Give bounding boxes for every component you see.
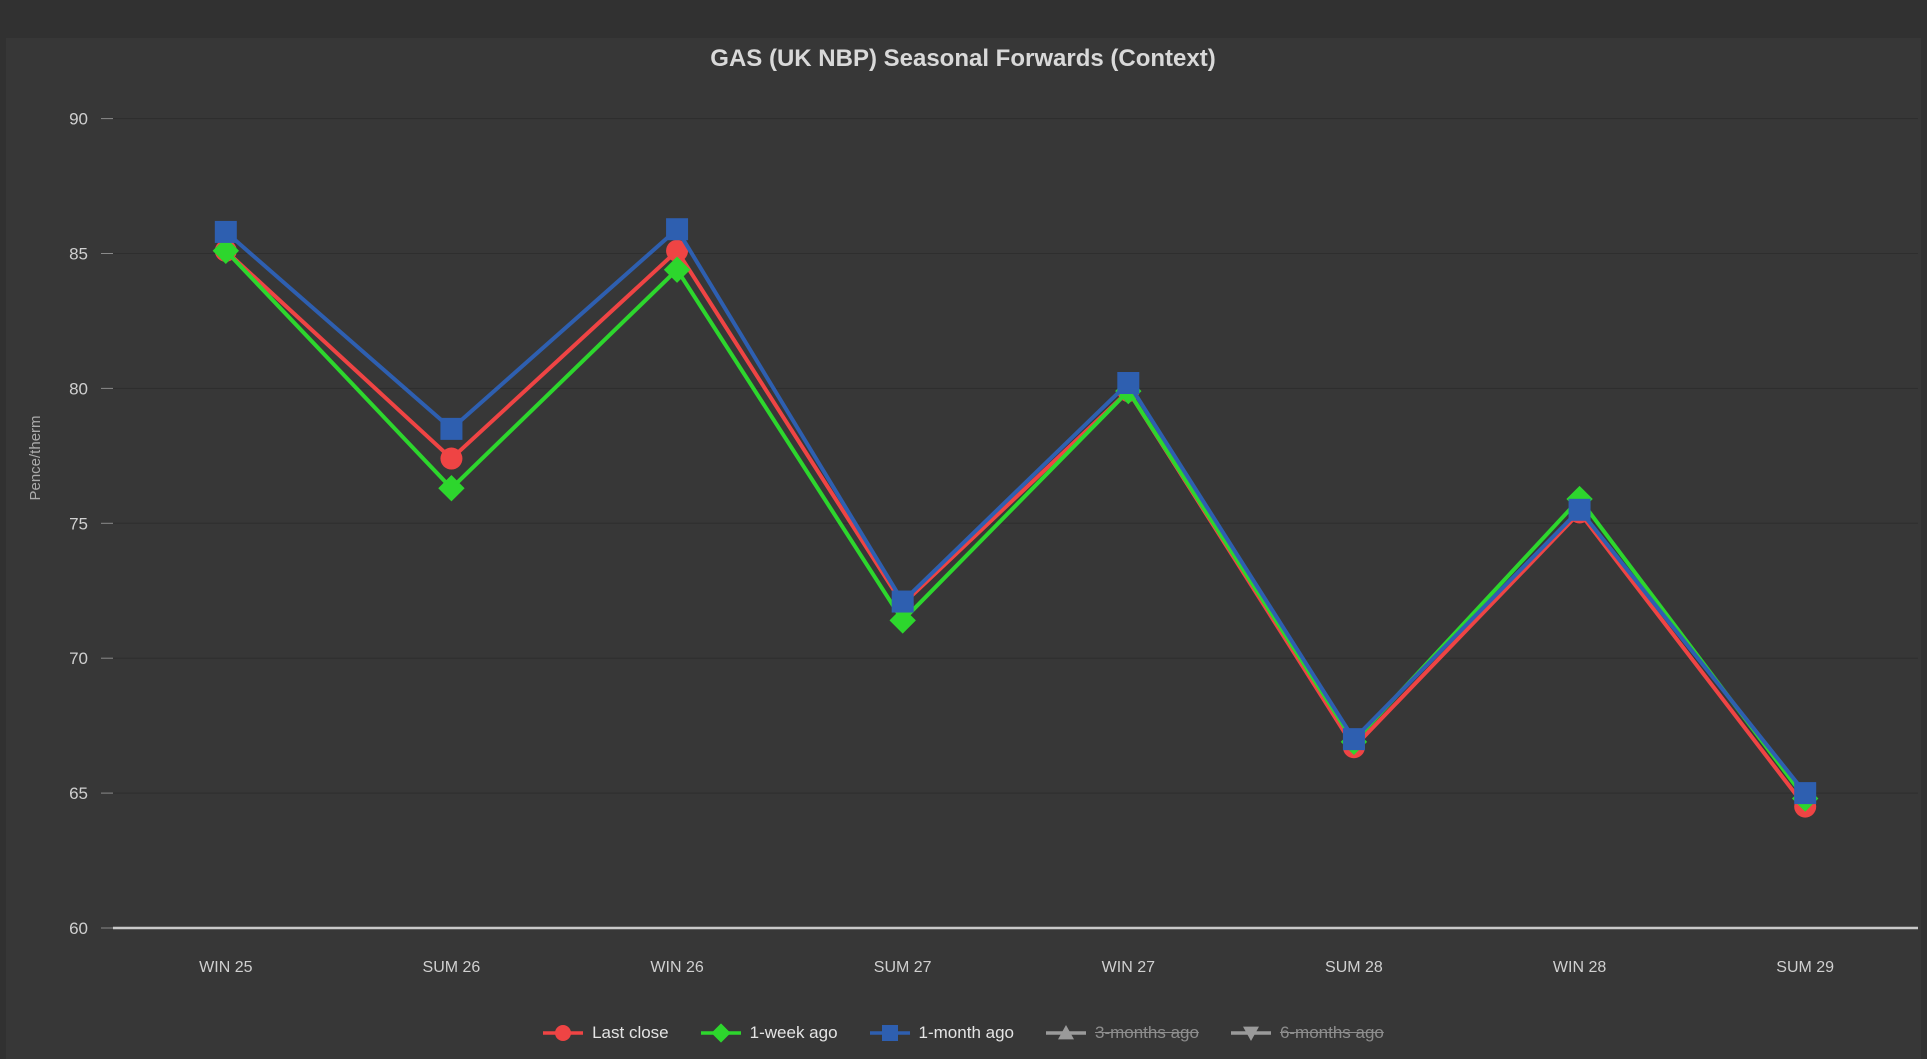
- legend-label-1-month-ago: 1-month ago: [918, 1023, 1014, 1042]
- y-tick-label: 65: [69, 784, 88, 803]
- square-legend-icon: [869, 1025, 910, 1041]
- circle-marker: [555, 1025, 572, 1041]
- square-marker: [214, 220, 237, 243]
- square-marker: [891, 590, 914, 613]
- y-tick-label: 90: [69, 110, 88, 129]
- x-category-label: SUM 28: [1325, 959, 1383, 976]
- legend-label-3-months-ago: 3-months ago: [1094, 1023, 1199, 1042]
- diamond-legend-icon: [700, 1023, 741, 1043]
- legend-label-6-months-ago: 6-months ago: [1279, 1023, 1384, 1042]
- y-tick-label: 70: [69, 649, 88, 668]
- x-category-label: SUM 29: [1776, 959, 1834, 976]
- square-marker: [1342, 728, 1365, 751]
- circle-marker: [666, 239, 689, 262]
- triangle-up-marker: [1057, 1025, 1074, 1040]
- y-tick-label: 85: [69, 245, 88, 264]
- square-marker: [440, 417, 463, 440]
- circle-legend-icon: [543, 1025, 584, 1041]
- legend-item-3-months-ago[interactable]: 3-months ago: [1045, 1022, 1199, 1044]
- series-line-last-close: [224, 247, 1807, 808]
- y-tick-label: 75: [69, 514, 88, 533]
- square-marker: [1117, 372, 1140, 395]
- x-axis-labels: WIN 25 SUM 26 WIN 26 SUM 27 WIN 27 SUM 28 WIN …: [199, 959, 1834, 976]
- x-category-label: SUM 26: [423, 959, 481, 976]
- circle-marker: [440, 447, 463, 470]
- square-marker: [1568, 498, 1591, 521]
- square-marker: [881, 1025, 898, 1041]
- series-1-month-ago: [214, 218, 1817, 805]
- y-axis-title: Pence/therm: [27, 415, 44, 500]
- series-line-1-week-ago: [224, 249, 1807, 800]
- legend-item-1-week-ago[interactable]: 1-week ago: [700, 1022, 838, 1044]
- x-category-label: WIN 28: [1553, 959, 1606, 976]
- diamond-marker: [889, 607, 916, 634]
- x-category-label: WIN 27: [1102, 959, 1155, 976]
- y-tick-label: 60: [69, 919, 88, 938]
- diamond-marker: [438, 475, 465, 502]
- series-last-close: [214, 239, 1817, 818]
- legend-label-last-close: Last close: [592, 1023, 669, 1042]
- x-category-label: WIN 25: [199, 959, 252, 976]
- series-line-1-month-ago: [224, 226, 1807, 795]
- triangle-up-legend-icon: [1045, 1025, 1086, 1040]
- triangle-down-legend-icon: [1230, 1026, 1271, 1041]
- diamond-marker: [711, 1023, 731, 1043]
- x-category-label: WIN 26: [650, 959, 703, 976]
- grid-layer: 60 65 70 75 80 85 90: [69, 110, 1918, 938]
- legend-item-last-close[interactable]: Last close: [543, 1022, 669, 1044]
- series-1-week-ago: [212, 237, 1819, 812]
- chart-legend: Last close 1-week ago 1-month ago 3-months …: [0, 1014, 1927, 1052]
- square-marker: [666, 218, 689, 241]
- square-marker: [1794, 782, 1817, 805]
- x-category-label: SUM 27: [874, 959, 932, 976]
- legend-item-6-months-ago[interactable]: 6-months ago: [1230, 1022, 1384, 1044]
- chart-title: GAS (UK NBP) Seasonal Forwards (Context): [710, 45, 1215, 72]
- triangle-down-marker: [1242, 1026, 1259, 1041]
- legend-label-1-week-ago: 1-week ago: [749, 1023, 838, 1042]
- legend-item-1-month-ago[interactable]: 1-month ago: [869, 1022, 1014, 1044]
- diamond-marker: [212, 237, 240, 265]
- diamond-marker: [663, 256, 691, 283]
- y-tick-label: 80: [69, 379, 88, 398]
